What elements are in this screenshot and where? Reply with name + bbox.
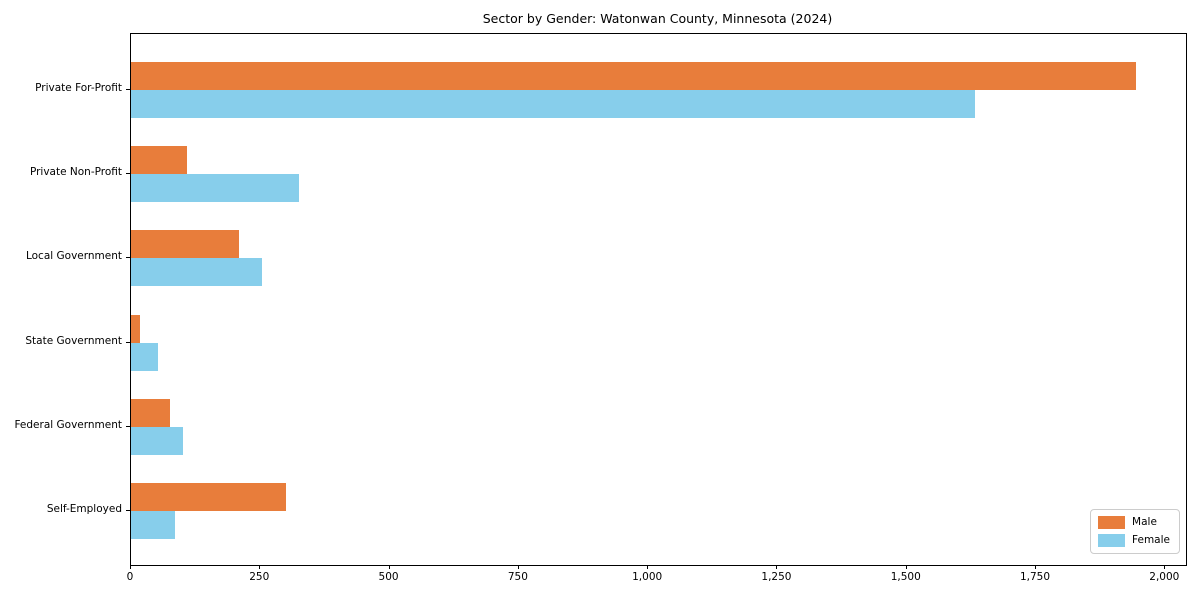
y-axis-label-private-for-profit: Private For-Profit [35, 82, 122, 94]
y-axis-tick [126, 341, 130, 343]
x-axis-tick [1164, 565, 1166, 569]
x-axis-tick [776, 565, 778, 569]
y-axis-label-private-non-profit: Private Non-Profit [29, 166, 122, 179]
y-axis-tick [126, 89, 130, 90]
bar-male-local-government [131, 230, 239, 259]
bar-female-local-government [131, 258, 263, 287]
x-axis-tick-label: 0 [126, 571, 134, 583]
bar-female-self-employed [131, 511, 175, 539]
legend-swatch-female [1098, 534, 1126, 547]
y-axis-tick [126, 425, 130, 427]
y-axis-label-federal-government: Federal Government [14, 418, 122, 431]
x-axis-tick-label: 1,250 [761, 571, 792, 583]
x-axis-tick-label: 1,500 [890, 571, 921, 583]
chart-title: Sector by Gender: Watonwan County, Minne… [482, 11, 833, 26]
bar-female-state-government [131, 342, 159, 371]
x-axis-tick-label: 2,000 [1149, 571, 1180, 583]
legend-item-female: Female [1098, 534, 1170, 547]
legend-item-male: Male [1098, 516, 1170, 529]
x-axis-tick-label: 750 [507, 571, 528, 583]
x-axis-tick [517, 565, 519, 569]
legend-label-female: Female [1132, 534, 1170, 546]
legend: Male Female [1090, 509, 1180, 554]
x-axis-tick [1035, 565, 1037, 569]
x-axis-tick [388, 565, 390, 569]
legend-swatch-male [1098, 516, 1126, 529]
bar-male-state-government [131, 314, 141, 343]
x-axis-tick [647, 565, 649, 569]
legend-label-male: Male [1132, 516, 1157, 528]
y-axis-tick [126, 257, 130, 259]
x-axis-tick [905, 565, 907, 569]
x-axis-tick-label: 1,750 [1019, 571, 1051, 583]
y-axis-tick [126, 510, 130, 511]
x-axis-tick-label: 250 [249, 571, 270, 583]
bar-male-private-for-profit [131, 62, 1136, 90]
bar-female-private-for-profit [131, 90, 975, 118]
plot-area: Male Female [130, 33, 1187, 566]
y-axis-tick [126, 173, 130, 175]
y-axis-label-self-employed: Self-Employed [46, 503, 122, 515]
y-axis-label-state-government: State Government [25, 334, 122, 347]
y-axis-label-local-government: Local Government [25, 250, 122, 263]
bar-male-private-non-profit [131, 146, 187, 175]
x-axis-tick [259, 565, 261, 569]
x-axis-tick-label: 1,000 [632, 571, 663, 583]
x-axis-tick-label: 500 [378, 571, 399, 583]
bar-female-private-non-profit [131, 174, 300, 203]
bar-male-self-employed [131, 483, 287, 511]
bar-male-federal-government [131, 398, 171, 427]
x-axis-tick [130, 565, 131, 569]
bar-female-federal-government [131, 426, 184, 455]
